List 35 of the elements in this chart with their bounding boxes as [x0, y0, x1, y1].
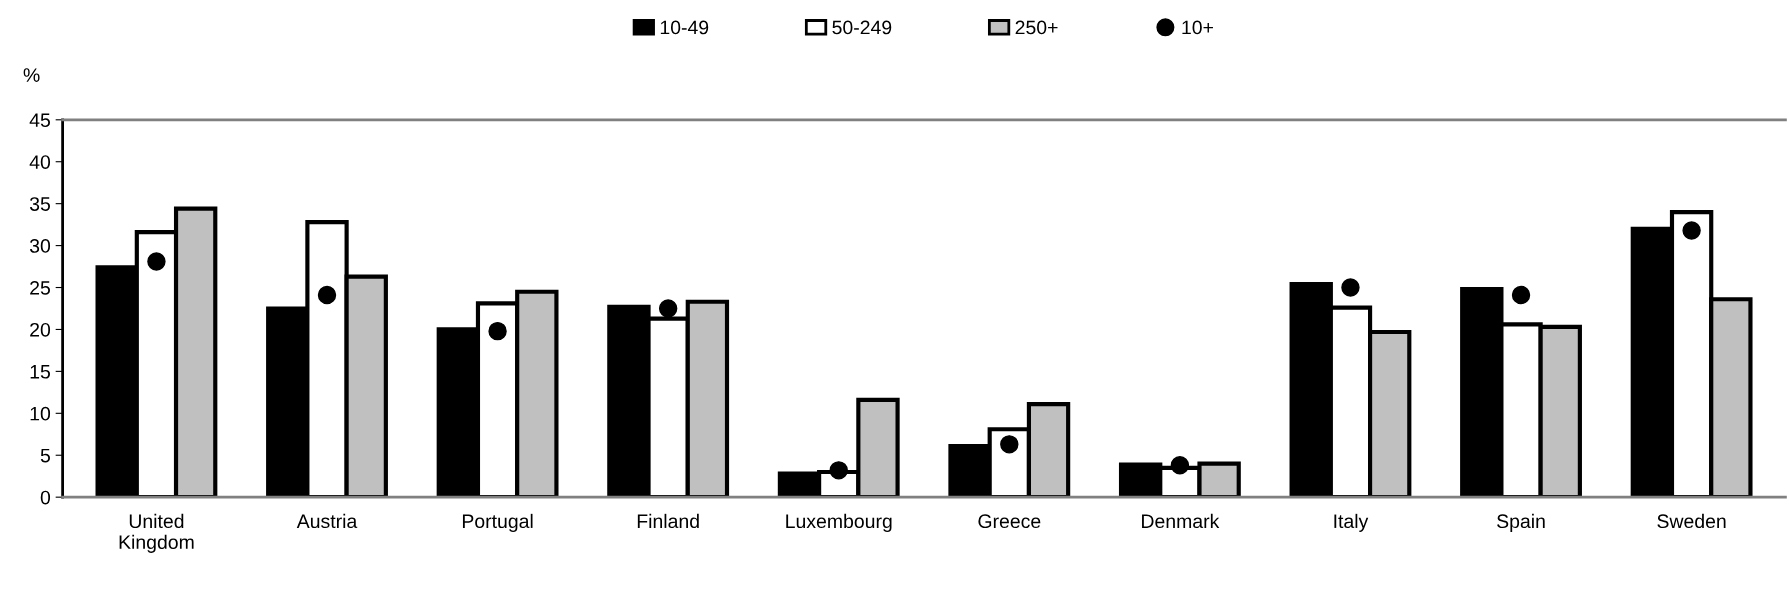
y-axis-title: %: [23, 68, 40, 82]
y-tick-label: 25: [30, 280, 50, 295]
point: [1341, 278, 1360, 297]
x-tick-label: Spain: [1497, 513, 1545, 532]
x-tick-label: Luxembourg: [786, 513, 892, 532]
point: [317, 285, 337, 305]
y-tick-label: 35: [29, 197, 50, 211]
point: [1000, 435, 1019, 454]
x-tick-label: Sweden: [1657, 513, 1726, 529]
point: [658, 299, 678, 318]
x-tick-label: Finland: [637, 513, 699, 529]
x-tick-label: Denmark: [1142, 513, 1220, 529]
y-tick-label: 30: [29, 239, 51, 253]
x-tick-label: Austria: [296, 513, 358, 529]
point: [1682, 221, 1701, 240]
y-tick-label: 20: [30, 322, 51, 337]
y-tick-label: 15: [30, 365, 50, 379]
legend-label: 50-249: [832, 20, 892, 35]
point: [1511, 285, 1531, 305]
x-tick-label: Italy: [1334, 513, 1369, 532]
y-tick-label: 0: [40, 490, 51, 505]
point: [1170, 456, 1190, 475]
point: [829, 461, 848, 480]
y-tick-label: 45: [29, 113, 50, 128]
x-tick-label: Greece: [978, 514, 1041, 529]
x-tick-label: United Kingdom: [119, 513, 194, 553]
legend-label: 250+: [1015, 20, 1058, 35]
legend-label: 10+: [1182, 20, 1213, 35]
y-tick-label: 40: [29, 155, 51, 169]
y-tick-label: 5: [40, 448, 50, 463]
x-tick-label: Portugal: [462, 513, 533, 532]
legend-label: 10-49: [660, 20, 709, 35]
point: [147, 252, 166, 271]
y-tick-label: 10: [30, 406, 51, 421]
point: [488, 321, 507, 341]
